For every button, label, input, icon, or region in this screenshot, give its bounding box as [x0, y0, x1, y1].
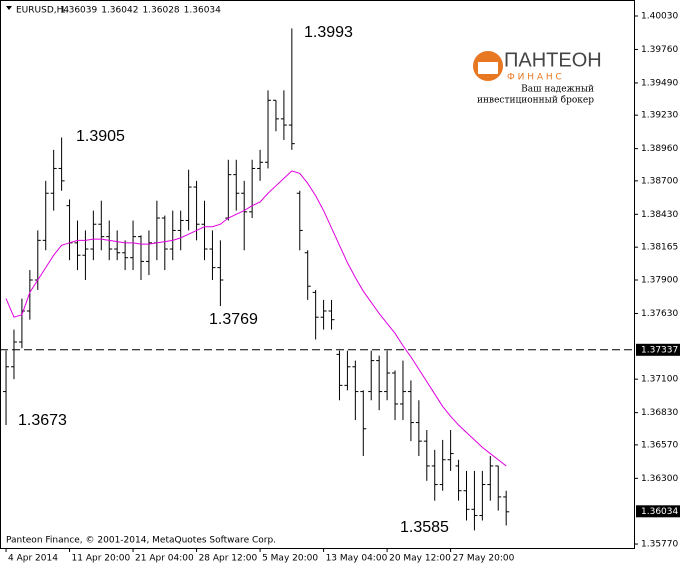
- last-price-label: 1.36034: [641, 507, 678, 517]
- annotation: 1.3905: [76, 128, 125, 145]
- logo: ПАНТЕОН Ф И Н А Н С Ваш надежный инвести…: [473, 49, 602, 106]
- y-tick-label: 1.39490: [641, 78, 678, 88]
- moving-average: [5, 170, 507, 467]
- x-tick-label: 13 May 04:00: [326, 554, 388, 564]
- copyright: Panteon Finance, © 2001-2014, MetaQuotes…: [6, 536, 276, 546]
- y-tick-label: 1.36570: [641, 440, 678, 450]
- header-value: 1.36039: [60, 6, 97, 16]
- x-tick-label: 11 Apr 20:00: [72, 554, 131, 564]
- y-tick-label: 1.36300: [641, 474, 678, 484]
- y-tick-label: 1.35770: [641, 540, 678, 550]
- header-value: 1.36028: [142, 6, 179, 16]
- menu-arrow: [6, 6, 12, 10]
- logo-line: Ваш надежный: [521, 85, 594, 95]
- y-tick-label: 1.39230: [641, 111, 678, 121]
- y-tick-label: 1.38165: [641, 243, 678, 253]
- y-tick-label: 1.37630: [641, 309, 678, 319]
- plot-frame: [0, 0, 635, 549]
- header-value: 1.36034: [184, 6, 221, 16]
- symbol: EURUSD,H4: [16, 6, 69, 16]
- hline-label: 1.37337: [641, 345, 678, 355]
- annotation: 1.3585: [400, 519, 449, 536]
- y-tick-label: 1.40030: [641, 11, 678, 21]
- y-tick-label: 1.38700: [641, 176, 678, 186]
- logo-sub: Ф И Н А Н С: [507, 73, 562, 83]
- y-tick-label: 1.39760: [641, 45, 678, 55]
- x-tick-label: 21 Apr 04:00: [135, 554, 194, 564]
- annotation: 1.3673: [18, 412, 67, 429]
- hline-label-box: [636, 343, 680, 356]
- y-tick-label: 1.37900: [641, 276, 678, 286]
- logo-icon-columns: [478, 62, 498, 74]
- y-tick-label: 1.37100: [641, 375, 678, 385]
- y-tick-label: 1.38960: [641, 144, 678, 154]
- y-tick-label: 1.38430: [641, 210, 678, 220]
- annotation: 1.3993: [304, 24, 353, 41]
- logo-line: инвестиционный брокер: [477, 95, 594, 106]
- x-tick-label: 5 May 20:00: [262, 554, 318, 564]
- x-tick-label: 27 May 20:00: [453, 554, 515, 564]
- annotation: 1.3769: [209, 311, 258, 328]
- x-tick-label: 20 May 12:00: [389, 554, 451, 564]
- last-price-label-box: [636, 505, 680, 518]
- logo-name: ПАНТЕОН: [504, 49, 602, 71]
- x-tick-label: 4 Apr 2014: [8, 554, 58, 564]
- y-tick-label: 1.36830: [641, 408, 678, 418]
- header-value: 1.36042: [101, 6, 138, 16]
- x-tick-label: 28 Apr 12:00: [199, 554, 258, 564]
